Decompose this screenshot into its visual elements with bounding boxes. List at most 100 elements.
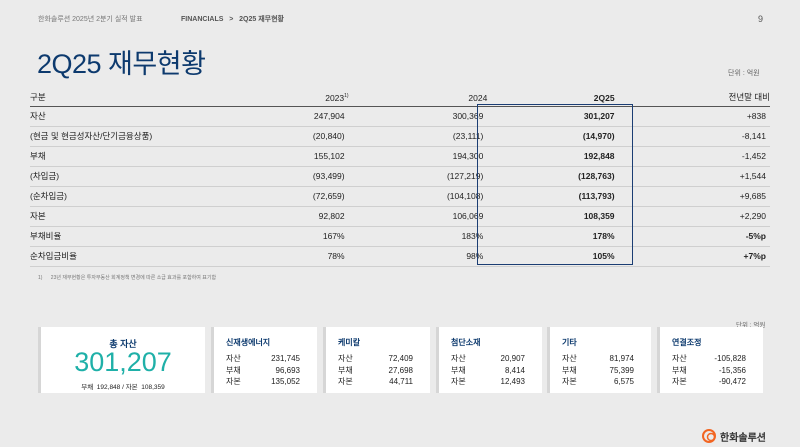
segment-title: 연결조정 [672, 338, 702, 347]
segment-row-label: 부채 [672, 365, 687, 375]
segment-row: 자본 -90,472 [672, 376, 746, 388]
table-cell: (현금 및 현금성자산/단기금융상품) [30, 126, 313, 147]
table-cell: 105% [487, 246, 637, 267]
table-row: 자산 247,904 300,369 301,207 +838 [30, 106, 770, 127]
table-cell: 300,369 [348, 106, 488, 127]
segment-row-value: 135,052 [271, 377, 300, 386]
table-row: 자본 92,802 106,069 108,359 +2,290 [30, 206, 770, 227]
table-cell: 194,300 [348, 146, 488, 167]
highlight-box [477, 104, 633, 265]
col-header: 전년말 대비 [636, 88, 770, 107]
segment-row-label: 자산 [226, 354, 241, 363]
table-cell: 192,848 [487, 146, 637, 167]
table-cell: (14,970) [487, 126, 637, 147]
table-cell: 155,102 [312, 146, 349, 167]
segment-row-value: 12,493 [500, 377, 525, 386]
segment-row-value: -15,356 [718, 365, 746, 375]
table-cell: 108,359 [487, 206, 637, 227]
segment-row-value: 27,698 [388, 365, 413, 375]
segment-title: 기타 [562, 338, 577, 347]
table-cell: 순차입금비율 [30, 246, 313, 267]
segment-row: 부채 75,399 [562, 365, 634, 377]
total-sub: 부채 192,848 / 자본 108,359 [81, 384, 165, 391]
table-row: (현금 및 현금성자산/단기금융상품) (20,840) (23,111) (14,9… [30, 126, 770, 147]
breadcrumb: FINANCIALS > 2Q25 재무현황 [181, 16, 284, 23]
segment-row-value: -105,828 [714, 354, 746, 363]
total-title: 총 자산 [109, 339, 137, 349]
segment-row-value: 20,907 [500, 354, 525, 363]
report-title: 한화솔루션 2025년 2분기 실적 발표 [38, 16, 143, 23]
table-cell: 106,069 [348, 206, 488, 227]
segment-row: 자본 6,575 [562, 376, 634, 388]
segment-row: 자산 231,745 [226, 353, 300, 365]
table-cell: 92,802 [312, 206, 349, 227]
table-cell: (104,108) [348, 186, 488, 207]
table-cell: 자산 [30, 106, 313, 127]
segment-row-value: 81,974 [609, 354, 634, 363]
table-cell: 247,904 [312, 106, 349, 127]
table-cell: -1,452 [636, 146, 770, 167]
table-cell: (23,111) [348, 126, 488, 147]
segment-row: 부채 96,693 [226, 365, 300, 377]
table-cell: (113,793) [487, 186, 637, 207]
segment-row-label: 자산 [338, 354, 353, 363]
table-cell: +2,290 [636, 206, 770, 227]
table-cell: +838 [636, 106, 770, 127]
segment-row: 자본 12,493 [451, 376, 525, 388]
segment-row-label: 자본 [451, 377, 466, 386]
table-row: 부채 155,102 194,300 192,848 -1,452 [30, 146, 770, 167]
table-cell: 167% [312, 226, 349, 247]
total-assets-card: 총 자산 301,207 부채 192,848 / 자본 108,359 [38, 327, 205, 393]
segment-title: 케미칼 [338, 338, 361, 347]
segment-row-label: 부채 [562, 365, 577, 375]
col-header: 2024 [348, 88, 488, 107]
table-cell: 98% [348, 246, 488, 267]
financial-table: 구분 20231) 2024 2Q25 전년말 대비 자산 247,904 300,… [30, 88, 770, 267]
table-row: 순차입금비율 78% 98% 105% +7%p [30, 246, 770, 267]
segment-row-value: 72,409 [388, 354, 413, 363]
segment-card: 기타 자산 81,974 부채 75,399 자본 6,575 [547, 327, 651, 393]
col-header: 구분 [30, 88, 313, 107]
segment-row-value: 96,693 [275, 365, 300, 375]
segment-row-label: 자본 [672, 377, 687, 386]
unit-label: 단위 : 억원 [728, 70, 760, 77]
table-cell: 자본 [30, 206, 313, 227]
segment-card: 첨단소재 자산 20,907 부채 8,414 자본 12,493 [436, 327, 542, 393]
page-number: 9 [758, 14, 764, 24]
segment-row: 자본 44,711 [338, 376, 413, 388]
table-cell: 301,207 [487, 106, 637, 127]
segment-row-label: 부채 [338, 365, 353, 375]
logo-icon [702, 429, 716, 443]
segment-row-label: 자산 [451, 354, 466, 363]
table-cell: +7%p [636, 246, 770, 267]
table-cell: (차입금) [30, 166, 313, 187]
segment-title: 첨단소재 [451, 338, 481, 347]
table-cell: (127,219) [348, 166, 488, 187]
segment-row: 자본 135,052 [226, 376, 300, 388]
segment-row: 부채 27,698 [338, 365, 413, 377]
table-row: 부채비율 167% 183% 178% -5%p [30, 226, 770, 247]
segment-row: 자산 -105,828 [672, 353, 746, 365]
table-cell: +9,685 [636, 186, 770, 207]
table-cell: 78% [312, 246, 349, 267]
table-cell: (128,763) [487, 166, 637, 187]
table-cell: (72,659) [312, 186, 349, 207]
segment-row: 자산 72,409 [338, 353, 413, 365]
segment-row-label: 자본 [226, 377, 241, 386]
table-cell: (93,499) [312, 166, 349, 187]
col-header: 2Q25 [487, 88, 637, 107]
segment-row-label: 자산 [672, 354, 687, 363]
table-cell: (20,840) [312, 126, 349, 147]
table-cell: 178% [487, 226, 637, 247]
segment-row-value: 231,745 [271, 354, 300, 363]
segment-row: 부채 -15,356 [672, 365, 746, 377]
page-title: 2Q25 재무현황 [37, 49, 206, 79]
unit-label: 단위 : 억원 [736, 322, 766, 329]
table-cell: +1,544 [636, 166, 770, 187]
segment-row-label: 자본 [562, 377, 577, 386]
logo-text: 한화솔루션 [720, 432, 766, 444]
segment-title: 신재생에너지 [226, 338, 271, 347]
